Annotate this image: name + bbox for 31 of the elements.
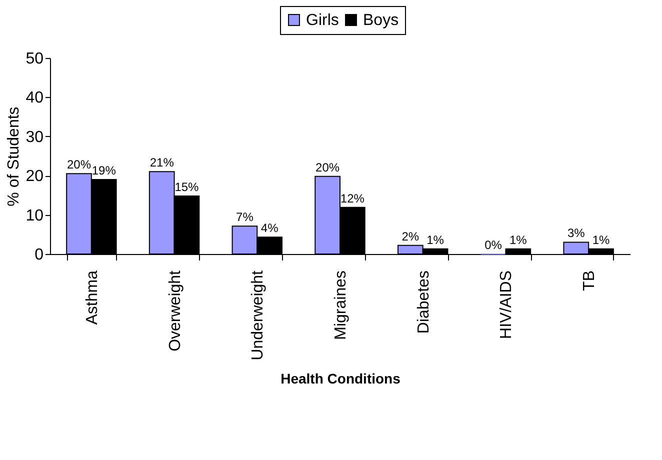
y-tick-label: 40 <box>26 90 44 107</box>
data-label: 1% <box>592 232 610 247</box>
data-label: 2% <box>402 229 420 244</box>
y-tick-label: 10 <box>26 207 44 224</box>
x-tick-label: Migraines <box>332 270 350 340</box>
data-label: 1% <box>426 232 444 247</box>
data-label: 3% <box>567 226 586 240</box>
data-label: 15% <box>174 180 200 194</box>
data-label: 20% <box>66 158 92 172</box>
data-label: 0% <box>484 238 502 252</box>
x-tick-label: Diabetes <box>415 270 432 334</box>
data-label: 12% <box>340 191 365 206</box>
y-axis-title: % of Students <box>6 106 23 206</box>
x-axis-title: Health Conditions <box>280 370 401 386</box>
data-label: 1% <box>509 232 528 247</box>
data-label: 19% <box>92 164 116 178</box>
x-tick-label: TB <box>581 270 598 291</box>
data-label: 7% <box>236 210 254 224</box>
data-label: 20% <box>316 160 340 174</box>
y-tick-label: 50 <box>26 50 44 68</box>
x-tick-label: Asthma <box>84 270 101 325</box>
y-tick-label: 20 <box>26 168 44 186</box>
data-label: 4% <box>260 221 279 236</box>
legend-label: Boys <box>363 12 399 29</box>
x-tick-label: HIV/AIDS <box>498 270 516 339</box>
y-tick-label: 30 <box>26 128 44 146</box>
x-tick-label: Overweight <box>166 270 184 352</box>
x-tick-label: Underweight <box>250 270 267 360</box>
legend-label: Girls <box>306 12 339 29</box>
data-label: 21% <box>150 156 174 170</box>
y-tick-label: 0 <box>34 246 44 264</box>
